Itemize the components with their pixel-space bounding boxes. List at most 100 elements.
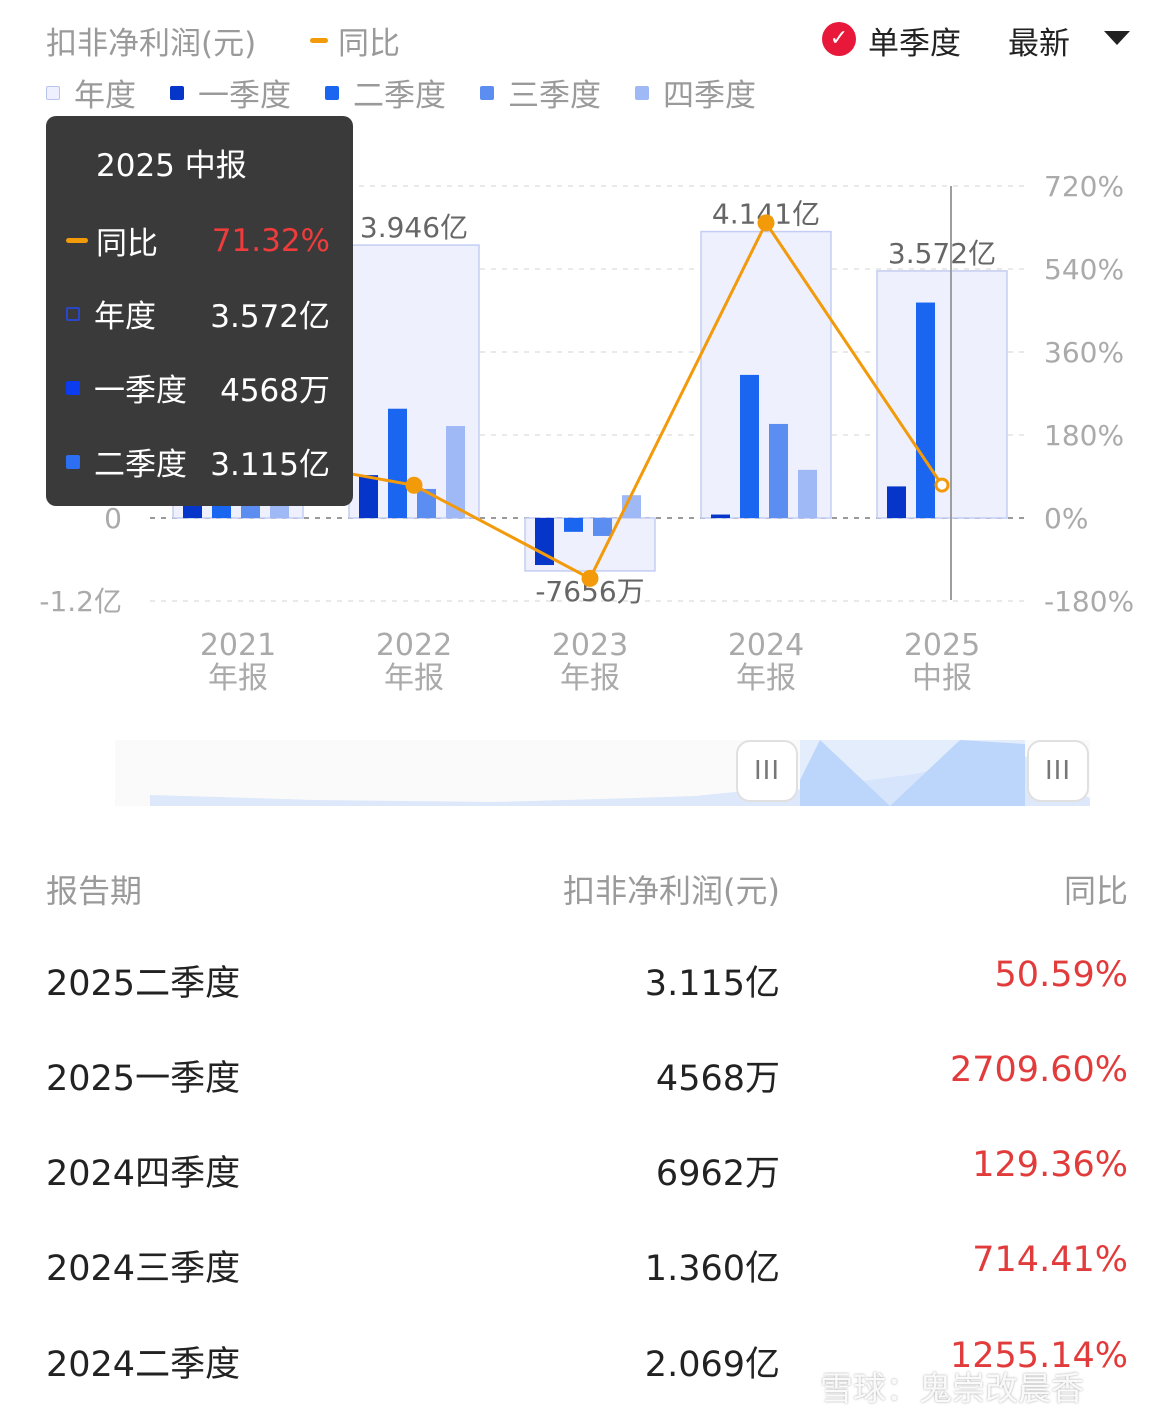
- row-period: 2024二季度: [46, 1345, 241, 1385]
- legend-label: 二季度: [353, 78, 446, 114]
- legend-item-q1[interactable]: 一季度: [170, 70, 291, 115]
- y-tick-label-right: 0%: [1044, 502, 1088, 535]
- row-yoy: 129.36%: [972, 1145, 1128, 1185]
- latest-dropdown[interactable]: 最新: [1008, 26, 1070, 62]
- tooltip-row-yoy: 同比 71.32%: [66, 218, 356, 263]
- table-header-value: 扣非净利润(元): [563, 872, 780, 910]
- row-yoy: 1255.14%: [950, 1336, 1128, 1376]
- x-tick-label: 年报: [208, 661, 268, 696]
- row-yoy: 50.59%: [994, 955, 1128, 995]
- legend-swatch: [46, 85, 60, 100]
- x-tick-label: 年报: [560, 661, 620, 696]
- tooltip-label: 二季度: [94, 447, 187, 483]
- x-tick-label: 2022: [376, 628, 452, 663]
- tooltip-q1-value: 4568万: [220, 373, 330, 409]
- q1-swatch: [66, 380, 80, 395]
- quarter-bar: [769, 423, 788, 518]
- row-period: 2025二季度: [46, 964, 241, 1004]
- chart-legend: 年度 一季度 二季度 三季度 四季度: [46, 70, 790, 115]
- x-tick-label: 2024: [728, 628, 804, 663]
- table-row[interactable]: 2024三季度 1.360亿 714.41%: [0, 1240, 1172, 1290]
- annual-swatch: [66, 306, 80, 321]
- legend-swatch: [170, 85, 184, 100]
- table-header-period: 报告期: [46, 872, 143, 910]
- chevron-down-icon[interactable]: [1104, 31, 1130, 45]
- annual-data-label: 3.572亿: [888, 237, 996, 270]
- watermark: 雪球：鬼崇改晨香: [820, 1369, 1084, 1408]
- y-tick-label-right: 540%: [1044, 253, 1124, 286]
- row-period: 2025一季度: [46, 1059, 241, 1099]
- table-row[interactable]: 2024四季度 6962万 129.36%: [0, 1145, 1172, 1195]
- legend-label: 四季度: [663, 78, 756, 114]
- quarter-bar: [740, 374, 759, 518]
- quarter-bar: [916, 302, 935, 518]
- legend-swatch: [480, 85, 494, 100]
- table-row[interactable]: 2025一季度 4568万 2709.60%: [0, 1050, 1172, 1100]
- yoy-legend[interactable]: 同比: [310, 18, 400, 63]
- quarter-bar: [798, 469, 817, 518]
- yoy-point: [581, 569, 599, 587]
- row-yoy: 714.41%: [972, 1240, 1128, 1280]
- quarter-bar: [417, 488, 436, 518]
- y-tick-label-left: 0: [104, 502, 122, 535]
- tooltip-yoy-value: 71.32%: [211, 222, 330, 259]
- table-header-yoy: 同比: [1063, 872, 1128, 910]
- tooltip-q2-value: 3.115亿: [210, 447, 330, 483]
- x-tick-label: 年报: [736, 661, 796, 696]
- legend-item-q2[interactable]: 二季度: [325, 70, 446, 115]
- q2-swatch: [66, 454, 80, 469]
- y-tick-label-right: 360%: [1044, 336, 1124, 369]
- annual-data-label: 3.946亿: [360, 211, 468, 244]
- table-row[interactable]: 2024二季度 2.069亿 1255.14%: [0, 1336, 1172, 1386]
- legend-item-annual[interactable]: 年度: [46, 70, 136, 115]
- y-tick-label-right: 720%: [1044, 170, 1124, 203]
- yoy-point: [934, 477, 950, 493]
- single-quarter-toggle[interactable]: 单季度: [868, 26, 961, 62]
- chart-tooltip: 2025 中报 同比 71.32% 年度 3.572亿 一季度 4568万 二季…: [46, 116, 353, 506]
- tooltip-row-q1: 一季度 4568万: [66, 365, 356, 410]
- yoy-legend-label: 同比: [338, 26, 400, 62]
- tooltip-label: 同比: [96, 226, 158, 262]
- x-tick-label: 中报: [912, 661, 972, 696]
- y-tick-label-right: 180%: [1044, 419, 1124, 452]
- legend-item-q4[interactable]: 四季度: [635, 70, 756, 115]
- yoy-line-icon: [310, 38, 328, 43]
- range-slider-left-handle[interactable]: III: [736, 740, 798, 802]
- annual-bar: [876, 270, 1008, 519]
- legend-label: 一季度: [198, 78, 291, 114]
- y-tick-label-left: -1.2亿: [39, 585, 122, 618]
- tooltip-row-annual: 年度 3.572亿: [66, 291, 356, 336]
- tooltip-label: 年度: [94, 299, 156, 335]
- row-value: 6962万: [655, 1154, 780, 1194]
- tooltip-annual-value: 3.572亿: [210, 299, 330, 335]
- x-tick-label: 2021: [200, 628, 276, 663]
- y-tick-label-right: -180%: [1044, 585, 1134, 618]
- legend-swatch: [635, 85, 649, 100]
- metric-title: 扣非净利润(元): [46, 26, 257, 62]
- row-period: 2024三季度: [46, 1249, 241, 1289]
- range-slider-right-handle[interactable]: III: [1027, 740, 1089, 802]
- legend-label: 三季度: [508, 78, 601, 114]
- yoy-line-icon: [66, 238, 88, 243]
- quarter-bar: [388, 408, 407, 518]
- x-tick-label: 年报: [384, 661, 444, 696]
- row-value: 3.115亿: [644, 964, 780, 1004]
- row-value: 2.069亿: [644, 1345, 780, 1385]
- tooltip-row-q2: 二季度 3.115亿: [66, 439, 356, 484]
- legend-label: 年度: [74, 78, 136, 114]
- x-tick-label: 2023: [552, 628, 628, 663]
- legend-item-q3[interactable]: 三季度: [480, 70, 601, 115]
- quarter-bar: [887, 486, 906, 518]
- yoy-point: [405, 476, 423, 494]
- quarter-bar: [593, 518, 612, 536]
- tooltip-label: 一季度: [94, 373, 187, 409]
- single-quarter-check-icon[interactable]: ✓: [822, 22, 856, 56]
- range-slider-overview: [150, 740, 1090, 806]
- range-slider-track[interactable]: [115, 740, 1090, 806]
- row-period: 2024四季度: [46, 1154, 241, 1194]
- table-row[interactable]: 2025二季度 3.115亿 50.59%: [0, 955, 1172, 1005]
- quarter-bar: [711, 514, 730, 518]
- x-tick-label: 2025: [904, 628, 980, 663]
- tooltip-title: 2025 中报: [96, 148, 247, 184]
- yoy-point: [757, 214, 775, 232]
